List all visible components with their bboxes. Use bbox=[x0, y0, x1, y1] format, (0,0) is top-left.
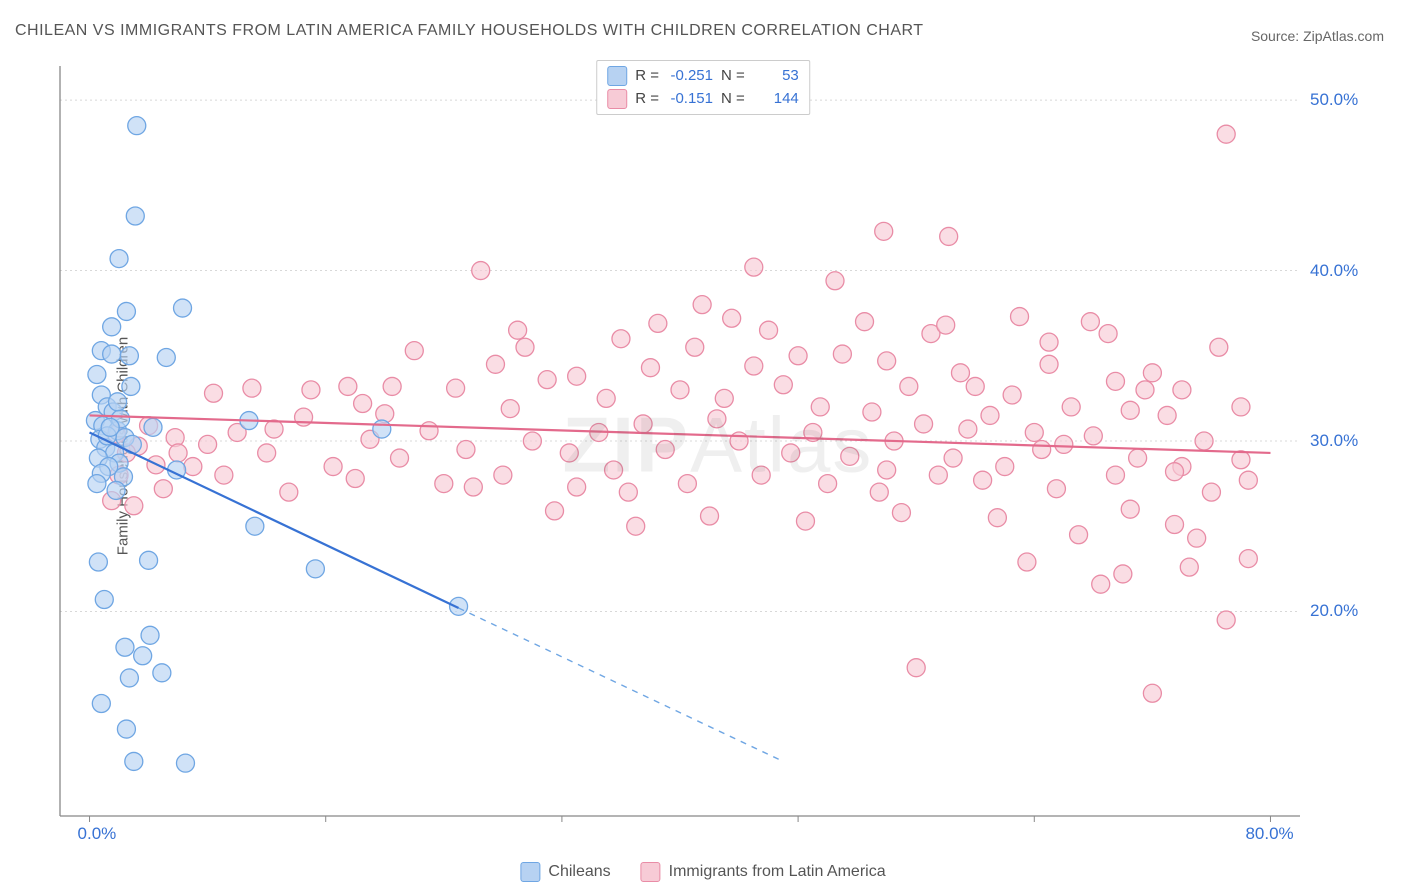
r-value-2: -0.151 bbox=[667, 88, 713, 111]
legend-swatch-2 bbox=[641, 862, 661, 882]
y-tick-label: 30.0% bbox=[1310, 431, 1358, 451]
n-label: N = bbox=[721, 65, 745, 88]
y-tick-label: 40.0% bbox=[1310, 261, 1358, 281]
chart-title: CHILEAN VS IMMIGRANTS FROM LATIN AMERICA… bbox=[15, 22, 924, 40]
legend-item-1: Chileans bbox=[520, 862, 610, 882]
stats-legend-box: R = -0.251 N = 53 R = -0.151 N = 144 bbox=[596, 60, 810, 115]
source-label: Source: ZipAtlas.com bbox=[1251, 28, 1384, 44]
swatch-series-2 bbox=[607, 89, 627, 109]
chart-area: ZIPAtlas bbox=[50, 60, 1386, 862]
n-value-2: 144 bbox=[753, 88, 799, 111]
legend-label-1: Chileans bbox=[548, 863, 610, 881]
r-label-2: R = bbox=[635, 88, 659, 111]
r-label: R = bbox=[635, 65, 659, 88]
legend-item-2: Immigrants from Latin America bbox=[641, 862, 886, 882]
n-label-2: N = bbox=[721, 88, 745, 111]
r-value-1: -0.251 bbox=[667, 65, 713, 88]
bottom-legend: Chileans Immigrants from Latin America bbox=[520, 862, 885, 882]
y-tick-label: 20.0% bbox=[1310, 601, 1358, 621]
x-tick-label: 80.0% bbox=[1245, 824, 1293, 844]
stats-row-1: R = -0.251 N = 53 bbox=[607, 65, 799, 88]
scatter-chart bbox=[50, 60, 1370, 840]
y-tick-label: 50.0% bbox=[1310, 90, 1358, 110]
stats-row-2: R = -0.151 N = 144 bbox=[607, 88, 799, 111]
n-value-1: 53 bbox=[753, 65, 799, 88]
legend-swatch-1 bbox=[520, 862, 540, 882]
swatch-series-1 bbox=[607, 66, 627, 86]
x-tick-label: 0.0% bbox=[78, 824, 117, 844]
legend-label-2: Immigrants from Latin America bbox=[669, 863, 886, 881]
